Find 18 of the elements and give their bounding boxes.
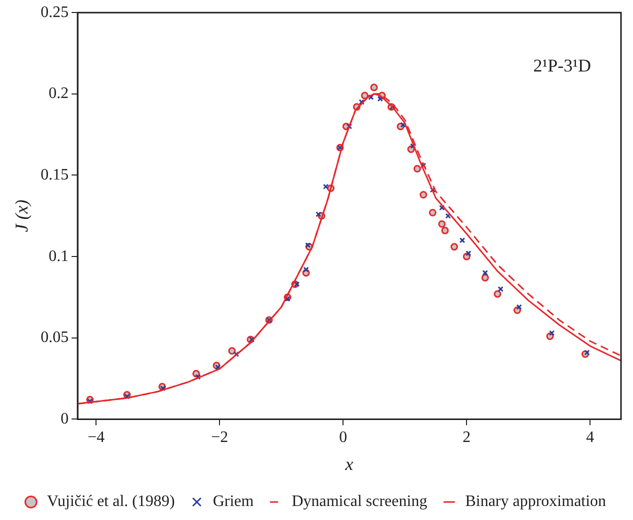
x-tick-label: −2 — [211, 429, 228, 446]
x-tick-label: 4 — [586, 429, 594, 446]
y-tick-label: 0.2 — [48, 85, 69, 102]
legend-label: Vujičić et al. (1989) — [46, 493, 175, 510]
annotation: 2¹P-3¹D — [533, 55, 591, 76]
y-tick-label: 0.15 — [40, 166, 69, 184]
x-tick-label: 2 — [462, 429, 471, 446]
y-axis-title: J (x) — [12, 200, 32, 232]
x-axis-title: x — [344, 454, 354, 474]
x-tick-label: 0 — [339, 429, 348, 446]
y-tick-label: 0.25 — [40, 4, 69, 21]
y-tick-label: 0.1 — [48, 248, 69, 265]
y-tick-label: 0 — [60, 410, 69, 428]
x-tick-label: −4 — [88, 429, 105, 446]
legend-label: Dynamical screening — [292, 493, 428, 510]
y-tick-label: 0.05 — [40, 329, 69, 346]
legend-label: Binary approximation — [465, 493, 606, 510]
legend-label: Griem — [212, 493, 254, 510]
